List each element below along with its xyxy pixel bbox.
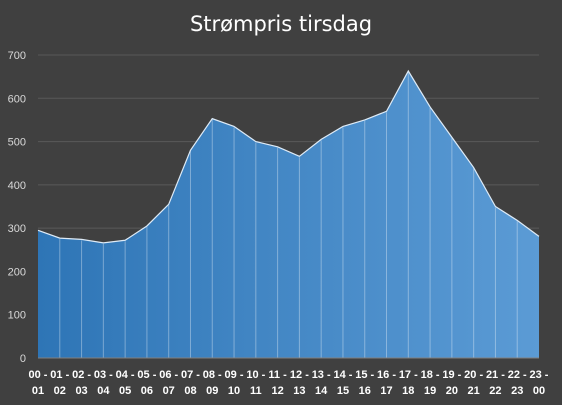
x-tick-label: 08 - — [203, 369, 222, 381]
x-tick-label: 19 — [424, 385, 436, 397]
x-tick-label: 13 — [293, 385, 305, 397]
chart-title: Strømpris tirsdag — [189, 12, 373, 36]
area-fill — [38, 71, 539, 358]
x-tick-label: 02 — [54, 385, 66, 397]
x-tick-label: 16 - — [377, 369, 396, 381]
y-tick-label: 300 — [8, 223, 26, 235]
x-tick-label: 08 — [184, 385, 196, 397]
x-tick-label: 01 - — [50, 369, 69, 381]
x-tick-label: 02 - — [72, 369, 91, 381]
x-tick-label: 12 - — [290, 369, 309, 381]
x-tick-label: 12 — [271, 385, 283, 397]
x-tick-label: 15 - — [355, 369, 374, 381]
y-tick-label: 400 — [8, 180, 26, 192]
x-tick-label: 11 - — [268, 369, 287, 381]
x-tick-label: 17 - — [399, 369, 418, 381]
x-tick-label: 14 - — [333, 369, 352, 381]
x-tick-label: 14 — [315, 385, 328, 397]
x-tick-label: 09 — [206, 385, 218, 397]
x-tick-label: 21 — [468, 385, 480, 397]
x-tick-label: 18 — [402, 385, 414, 397]
x-tick-label: 01 — [32, 385, 44, 397]
x-tick-label: 07 — [163, 385, 175, 397]
x-tick-label: 18 - — [421, 369, 440, 381]
x-tick-label: 06 - — [159, 369, 178, 381]
x-tick-label: 16 — [359, 385, 371, 397]
x-tick-label: 00 — [533, 385, 545, 397]
series-line — [37, 69, 540, 244]
x-tick-label: 20 — [446, 385, 458, 397]
x-tick-label: 10 - — [246, 369, 265, 381]
x-tick-label: 22 - — [508, 369, 527, 381]
x-tick-label: 20 - — [464, 369, 483, 381]
x-tick-label: 05 — [119, 385, 131, 397]
x-tick-label: 15 — [337, 385, 349, 397]
x-tick-label: 23 — [511, 385, 523, 397]
x-tick-label: 04 — [97, 385, 110, 397]
y-tick-label: 0 — [20, 353, 26, 365]
x-tick-label: 21 - — [486, 369, 505, 381]
x-tick-label: 03 - — [94, 369, 113, 381]
x-tick-label: 06 — [141, 385, 153, 397]
y-tick-label: 700 — [8, 50, 26, 62]
x-tick-label: 22 — [489, 385, 501, 397]
y-tick-label: 100 — [8, 310, 26, 322]
x-tick-label: 04 - — [116, 369, 135, 381]
x-tick-label: 10 — [228, 385, 240, 397]
area-series — [37, 69, 540, 358]
y-tick-label: 600 — [8, 93, 26, 105]
x-tick-label: 19 - — [442, 369, 461, 381]
y-tick-label: 200 — [8, 266, 26, 278]
x-tick-label: 09 - — [225, 369, 244, 381]
x-tick-label: 13 - — [312, 369, 331, 381]
x-tick-label: 07 - — [181, 369, 200, 381]
x-tick-label: 17 — [380, 385, 392, 397]
y-tick-label: 500 — [8, 137, 26, 149]
x-tick-label: 11 — [250, 385, 262, 397]
x-tick-label: 03 — [75, 385, 87, 397]
x-tick-label: 05 - — [137, 369, 156, 381]
x-tick-label: 00 - — [29, 369, 48, 381]
x-tick-label: 23 - — [530, 369, 549, 381]
